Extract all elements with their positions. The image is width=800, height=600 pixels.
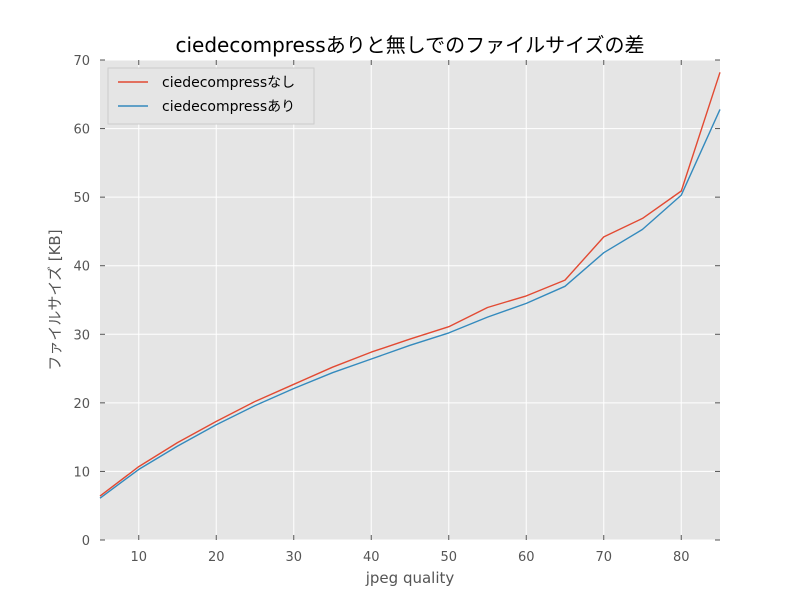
y-tick-label: 0	[82, 534, 90, 549]
legend: ciedecompressなし ciedecompressあり	[107, 67, 315, 125]
x-tick-label: 60	[518, 550, 535, 565]
series-line-without-ciedecompress	[99, 72, 721, 497]
axis-ticks: 10 20 30 40 50 60 70 80 0 10 20 30 40 50 60 70	[73, 54, 720, 565]
x-tick-label: 10	[130, 550, 147, 565]
y-tick-label: 40	[73, 260, 90, 275]
x-tick-label: 20	[208, 550, 225, 565]
series-line-with-ciedecompress	[99, 109, 721, 499]
y-tick-label: 20	[73, 397, 90, 412]
legend-label-with: ciedecompressあり	[162, 99, 295, 115]
grid-lines	[100, 59, 720, 541]
y-tick-label: 30	[73, 328, 90, 343]
y-tick-label: 60	[73, 123, 90, 138]
legend-box	[107, 67, 315, 125]
x-tick-label: 50	[440, 550, 457, 565]
plot-area	[100, 60, 720, 540]
y-tick-label: 10	[73, 465, 90, 480]
y-tick-label: 70	[73, 54, 90, 69]
legend-label-without: ciedecompressなし	[162, 75, 295, 91]
x-tick-label: 40	[363, 550, 380, 565]
y-axis-label: ファイルサイズ [KB]	[46, 229, 64, 370]
y-tick-label: 50	[73, 191, 90, 206]
x-axis-label: jpeg quality	[365, 569, 455, 587]
x-tick-label: 70	[595, 550, 612, 565]
chart-title: ciedecompressありと無しでのファイルサイズの差	[176, 33, 645, 57]
series-lines	[99, 72, 721, 499]
x-tick-label: 80	[673, 550, 690, 565]
x-tick-label: 30	[285, 550, 302, 565]
